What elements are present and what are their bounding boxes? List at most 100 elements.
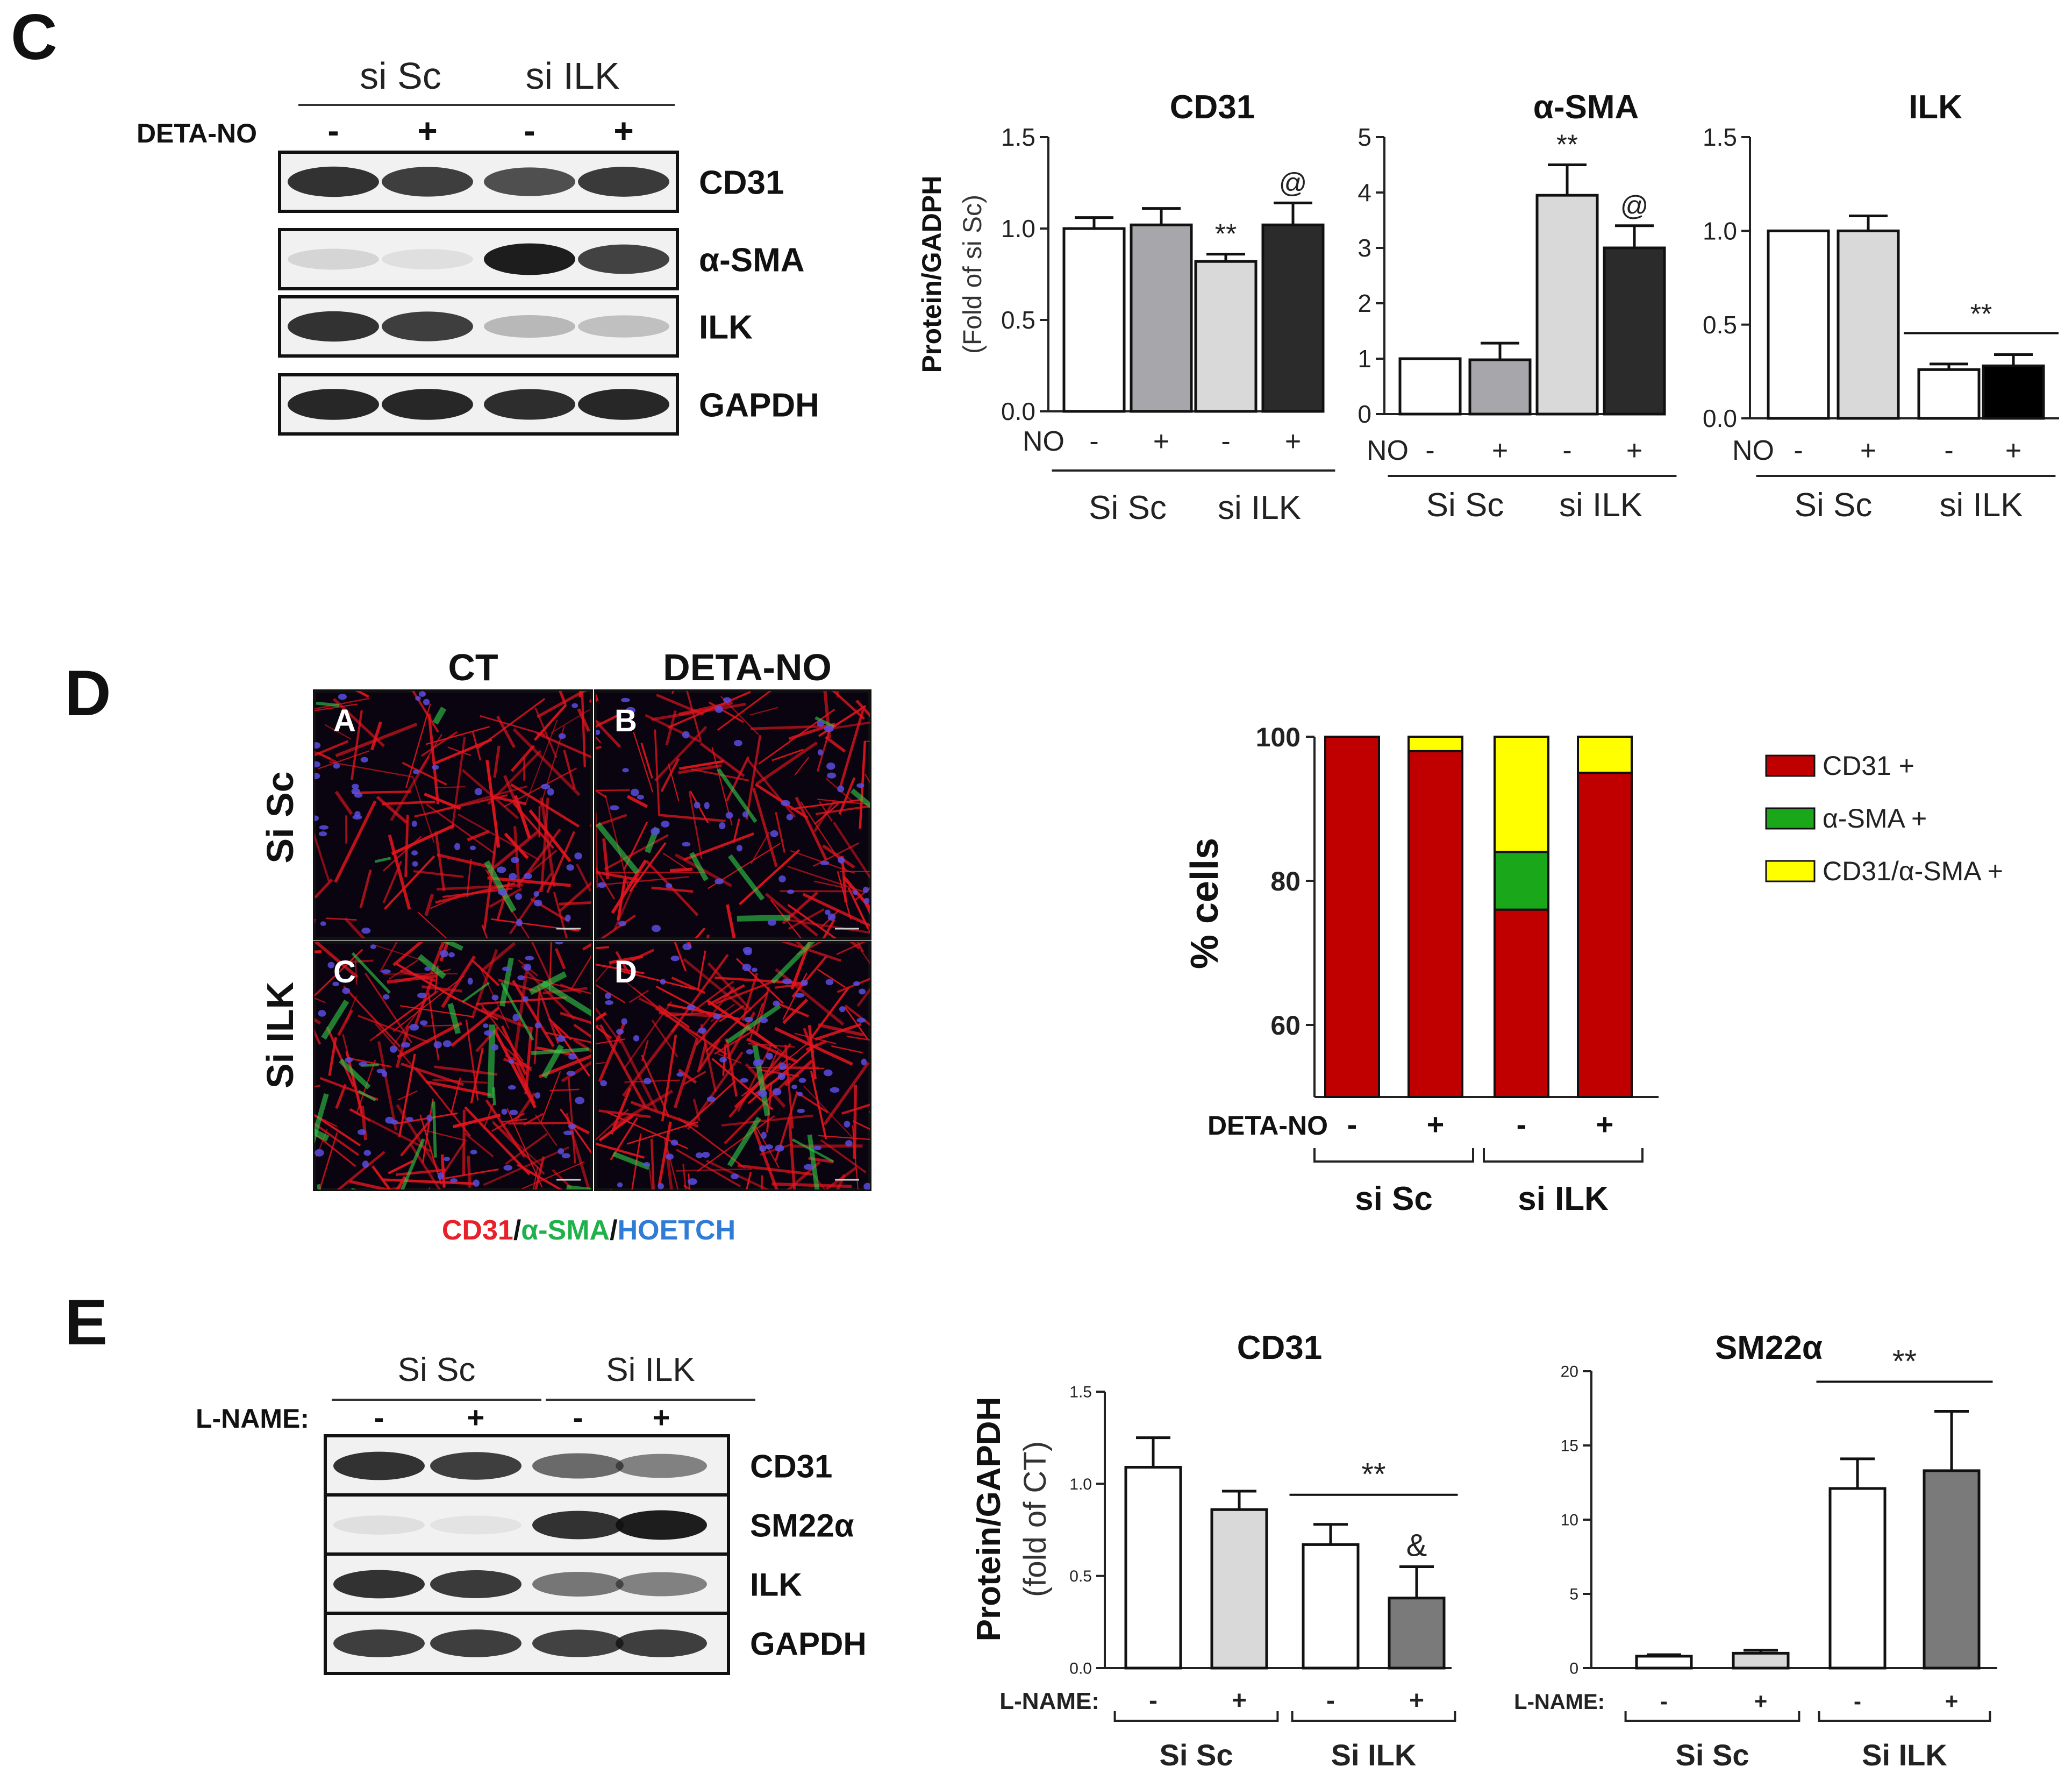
x-sign-label: + bbox=[1427, 1107, 1445, 1141]
nucleus bbox=[825, 979, 834, 985]
cd31-fiber bbox=[596, 1142, 645, 1159]
nucleus bbox=[362, 1160, 369, 1168]
column-header: DETA-NO bbox=[663, 646, 832, 688]
x-sign-label: + bbox=[1285, 426, 1301, 457]
cd31-fiber bbox=[528, 809, 571, 863]
cd31-fiber bbox=[568, 1078, 576, 1164]
cd31-fiber bbox=[483, 836, 498, 930]
nucleus bbox=[568, 1124, 576, 1129]
cd31-fiber bbox=[328, 1037, 338, 1076]
cd31-fiber bbox=[697, 1043, 707, 1071]
cd31-fiber bbox=[392, 975, 465, 1032]
row-header: Si ILK bbox=[259, 982, 301, 1088]
asma-fiber bbox=[358, 1089, 376, 1102]
cd31-fiber bbox=[844, 1005, 870, 1026]
bar bbox=[1124, 1465, 1182, 1670]
cd31-fiber bbox=[480, 942, 516, 973]
nucleus bbox=[665, 883, 673, 889]
cd31-fiber bbox=[315, 1114, 338, 1127]
cd31-fiber bbox=[823, 1062, 870, 1125]
cd31-fiber bbox=[788, 1118, 796, 1189]
cd31-fiber bbox=[604, 794, 628, 886]
asma-fiber bbox=[541, 980, 591, 1017]
cd31-fiber bbox=[343, 985, 401, 1048]
nucleus bbox=[744, 950, 752, 956]
blot-band bbox=[430, 1629, 521, 1657]
y-tick-label: 0.5 bbox=[1069, 1568, 1092, 1585]
nucleus bbox=[837, 785, 845, 793]
y-tick-label: 1 bbox=[1357, 345, 1371, 373]
bar bbox=[1130, 223, 1193, 413]
cd31-fiber bbox=[421, 731, 458, 757]
nucleus bbox=[633, 1035, 640, 1042]
significance-marker: ** bbox=[1970, 298, 1992, 330]
nucleus bbox=[670, 956, 680, 961]
cd31-fiber bbox=[577, 708, 590, 732]
image-letter: C bbox=[333, 954, 356, 989]
cd31-fiber bbox=[662, 852, 689, 871]
nucleus bbox=[315, 742, 321, 749]
cd31-fiber bbox=[761, 1175, 763, 1189]
cd31-fiber bbox=[358, 1015, 430, 1043]
nucleus bbox=[533, 891, 539, 897]
blot-band bbox=[532, 1511, 624, 1540]
asma-fiber bbox=[770, 942, 815, 984]
bar bbox=[1767, 229, 1830, 420]
cd31-fiber bbox=[755, 987, 770, 1033]
cd31-fiber bbox=[483, 1146, 569, 1186]
cd31-fiber bbox=[573, 1023, 591, 1039]
blot-band bbox=[430, 1570, 521, 1598]
cd31-fiber bbox=[380, 942, 398, 973]
y-tick-label: 3 bbox=[1357, 234, 1371, 262]
cd31-fiber bbox=[795, 796, 828, 861]
x-sign-label: + bbox=[1232, 1686, 1247, 1715]
cd31-fiber bbox=[654, 725, 708, 782]
nucleus bbox=[856, 1017, 866, 1023]
y-tick-label: 1.0 bbox=[1001, 215, 1035, 243]
nucleus bbox=[779, 1063, 787, 1070]
cd31-fiber bbox=[690, 980, 734, 1014]
asma-fiber bbox=[432, 706, 447, 725]
asma-fiber bbox=[850, 788, 870, 809]
cd31-fiber bbox=[467, 830, 490, 842]
nucleus bbox=[419, 1020, 428, 1025]
cd31-fiber bbox=[846, 1035, 870, 1041]
cd31-fiber bbox=[315, 832, 330, 882]
blot-band bbox=[532, 1629, 624, 1657]
cd31-fiber bbox=[737, 1164, 812, 1176]
nucleus bbox=[605, 992, 611, 999]
cd31-fiber bbox=[714, 1030, 753, 1055]
cd31-fiber bbox=[825, 1166, 858, 1189]
cd31-fiber bbox=[852, 1120, 870, 1130]
asma-fiber bbox=[727, 1116, 762, 1167]
asma-fiber bbox=[596, 822, 640, 875]
cd31-fiber bbox=[694, 927, 706, 938]
blot-lane-sign: + bbox=[467, 1400, 485, 1434]
column-header: CT bbox=[448, 646, 498, 688]
nucleus bbox=[547, 788, 554, 796]
nucleus bbox=[801, 979, 808, 986]
x-sign-label: - bbox=[1562, 435, 1571, 466]
cd31-fiber bbox=[814, 1023, 862, 1041]
cd31-fiber bbox=[751, 724, 837, 730]
cd31-fiber bbox=[785, 918, 870, 934]
cd31-fiber bbox=[626, 795, 648, 808]
cd31-fiber bbox=[471, 959, 500, 987]
x-sign-label: - bbox=[1794, 435, 1803, 466]
cd31-fiber bbox=[411, 691, 439, 733]
cd31-fiber bbox=[664, 1138, 673, 1189]
cd31-fiber bbox=[395, 963, 457, 1000]
cd31-fiber bbox=[496, 715, 516, 749]
asma-fiber bbox=[321, 999, 349, 1040]
cd31-fiber bbox=[841, 1103, 870, 1115]
x-group-bracket bbox=[1313, 1148, 1474, 1163]
nucleus bbox=[501, 1108, 508, 1115]
nucleus bbox=[450, 1178, 458, 1183]
nucleus bbox=[830, 1087, 840, 1093]
blot-lane-sign: + bbox=[613, 111, 633, 150]
cd31-fiber bbox=[825, 736, 846, 753]
nucleus bbox=[795, 993, 805, 998]
nucleus bbox=[385, 1116, 394, 1124]
cd31-fiber bbox=[810, 1071, 827, 1139]
cd31-fiber bbox=[348, 1057, 392, 1068]
